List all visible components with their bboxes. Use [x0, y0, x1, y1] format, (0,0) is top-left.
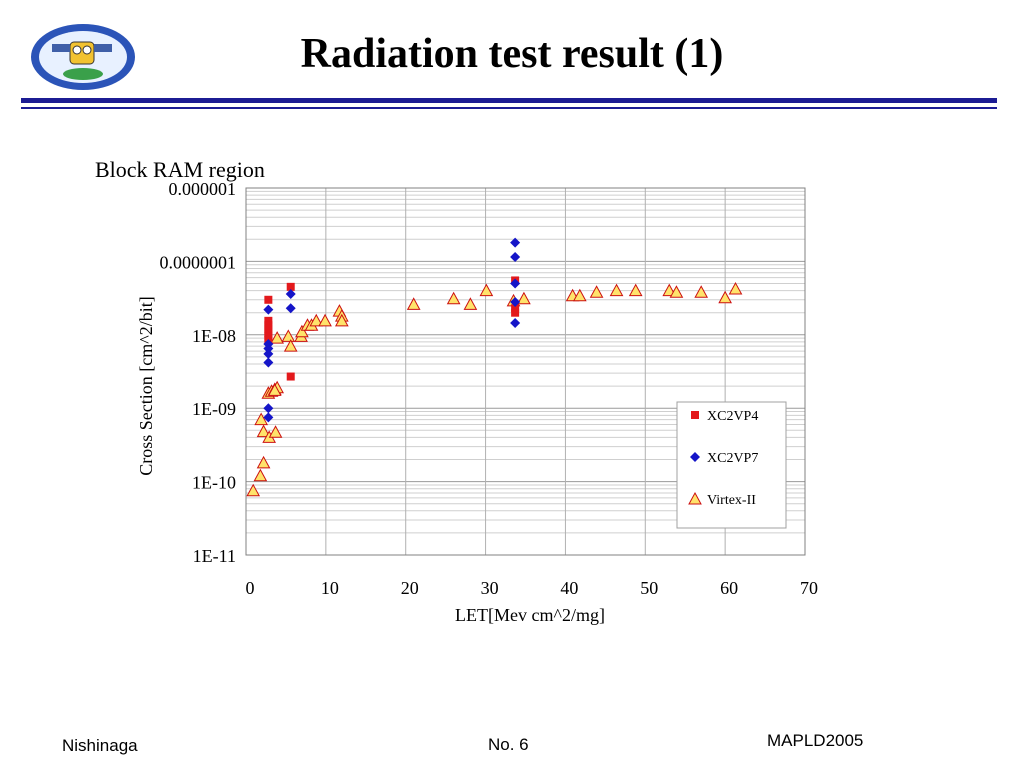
data-point-virtex-ii [283, 339, 298, 352]
slide-title: Radiation test result (1) [300, 31, 724, 77]
legend-label-xc2vp4: XC2VP4 [707, 409, 758, 424]
y-axis-label: Cross Section [cm^2/bit] [136, 296, 156, 475]
data-point-virtex-ii [318, 313, 332, 327]
x-tick-labels: 0 10 20 30 40 50 60 70 [246, 578, 819, 598]
x-tick-label: 50 [640, 578, 658, 598]
data-point-virtex-ii [446, 291, 461, 305]
data-point-virtex-ii [334, 313, 349, 327]
data-point-xc2vp7 [263, 343, 274, 354]
legend-label-virtex-ii: Virtex-II [707, 493, 756, 508]
x-tick-label: 60 [720, 578, 738, 598]
data-point-xc2vp7 [510, 278, 521, 289]
data-point-virtex-ii [694, 285, 709, 298]
data-point-xc2vp4 [264, 295, 273, 304]
footer-conference: MAPLD2005 [767, 731, 864, 750]
data-point-virtex-ii [479, 283, 494, 297]
y-tick-label: 1E-10 [192, 473, 236, 493]
data-point-virtex-ii [572, 288, 587, 302]
footer-page-number: No. 6 [488, 735, 529, 754]
data-point-virtex-ii [253, 468, 268, 482]
title-rule-thick [21, 98, 997, 103]
data-point-virtex-ii [463, 297, 478, 310]
y-tick-label: 0.000001 [169, 179, 237, 199]
data-point-virtex-ii [517, 291, 531, 305]
data-point-xc2vp7 [263, 357, 274, 368]
data-point-virtex-ii [718, 290, 732, 304]
y-tick-label: 1E-09 [192, 399, 236, 419]
data-point-virtex-ii [295, 324, 309, 338]
data-point-virtex-ii [628, 283, 643, 297]
data-point-xc2vp7 [285, 288, 296, 299]
data-point-virtex-ii [406, 297, 421, 310]
chart-title: Block RAM region [95, 157, 265, 182]
data-point-xc2vp4 [264, 324, 273, 333]
data-point-xc2vp7 [510, 317, 521, 328]
data-point-virtex-ii [589, 285, 604, 298]
data-point-xc2vp4 [286, 282, 295, 291]
data-point-xc2vp4 [264, 316, 273, 325]
data-point-xc2vp4 [511, 304, 520, 313]
data-point-xc2vp4 [511, 308, 520, 317]
data-point-virtex-ii [281, 329, 296, 342]
data-point-virtex-ii [662, 283, 677, 297]
data-point-virtex-ii [309, 313, 324, 327]
data-point-xc2vp7 [510, 237, 521, 248]
footer-author: Nishinaga [62, 736, 138, 755]
x-tick-label: 30 [481, 578, 499, 598]
organization-logo [31, 24, 135, 90]
x-axis-label: LET[Mev cm^2/mg] [455, 605, 605, 625]
plot-area [245, 187, 806, 556]
data-point-virtex-ii [268, 425, 283, 438]
x-tick-label: 70 [800, 578, 818, 598]
data-point-virtex-ii [254, 412, 269, 426]
data-point-xc2vp7 [263, 304, 274, 315]
data-point-xc2vp7 [263, 412, 274, 423]
data-point-virtex-ii [609, 283, 624, 297]
legend: XC2VP4 XC2VP7 Virtex-II [676, 401, 787, 529]
title-rule-thin [21, 107, 997, 109]
data-point-virtex-ii [246, 483, 261, 497]
data-point-xc2vp7 [285, 303, 296, 314]
legend-marker-virtex-ii [688, 491, 702, 505]
x-tick-label: 10 [321, 578, 339, 598]
data-point-xc2vp4 [286, 372, 295, 381]
grid-lines [246, 188, 805, 556]
x-tick-label: 20 [401, 578, 419, 598]
x-tick-label: 0 [246, 578, 255, 598]
data-point-virtex-ii [270, 331, 284, 344]
data-point-virtex-ii [669, 285, 684, 298]
legend-marker-xc2vp4 [691, 411, 699, 419]
data-point-virtex-ii [267, 383, 282, 396]
y-tick-label: 1E-08 [192, 326, 236, 346]
data-point-xc2vp7 [263, 403, 274, 414]
legend-label-xc2vp7: XC2VP7 [707, 451, 758, 466]
legend-marker-xc2vp7 [690, 452, 700, 462]
y-tick-label: 1E-11 [193, 546, 236, 566]
data-points [246, 237, 743, 497]
y-tick-label: 0.0000001 [160, 252, 237, 272]
x-tick-label: 40 [560, 578, 578, 598]
data-point-virtex-ii [728, 282, 743, 295]
data-point-xc2vp7 [510, 296, 521, 307]
data-point-xc2vp7 [263, 348, 274, 359]
data-point-virtex-ii [256, 455, 271, 469]
y-tick-labels: 0.000001 0.0000001 1E-08 1E-09 1E-10 1E-11 [160, 179, 237, 566]
data-point-virtex-ii [256, 424, 271, 438]
data-point-xc2vp7 [510, 251, 521, 262]
